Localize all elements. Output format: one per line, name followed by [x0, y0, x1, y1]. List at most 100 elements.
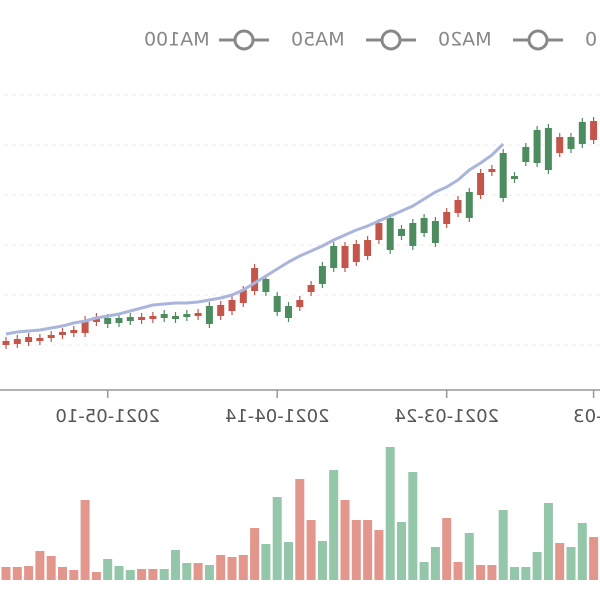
volume-bar [510, 567, 519, 580]
x-tick-label: 3-03 [573, 406, 600, 427]
candle-body [511, 176, 518, 179]
volume-bar [351, 520, 361, 580]
legend-label: MA100 [144, 29, 210, 51]
volume-bar [272, 497, 282, 580]
candle-body [533, 130, 541, 163]
volume-bar [284, 542, 293, 580]
candle-body [431, 221, 439, 243]
candle-body [138, 317, 146, 320]
candle-body [375, 223, 383, 240]
volume-bar [363, 520, 373, 580]
candle-body [386, 218, 394, 250]
candle-body [205, 306, 213, 324]
candle-body [341, 246, 349, 268]
candle-body [556, 137, 564, 153]
candle-body [454, 200, 462, 213]
volume-bar [80, 500, 90, 580]
candle-body [25, 337, 33, 342]
candle-body [115, 318, 123, 323]
volume-bar [566, 547, 576, 580]
candle-body [239, 290, 247, 303]
candle-body [364, 240, 372, 256]
candle-body [443, 212, 451, 224]
volume-bar [137, 569, 147, 580]
candle-body [398, 229, 405, 236]
volume-bar [329, 470, 339, 580]
ma-line [5, 142, 505, 336]
volume-bar [204, 565, 214, 580]
volume-bar [91, 572, 101, 580]
volume-bar [250, 528, 260, 580]
candle-body [2, 341, 10, 345]
candle-body [194, 313, 202, 316]
volume-bar [419, 562, 429, 580]
x-tick-label: 2021-04-14 [225, 406, 330, 427]
candle-body [409, 223, 417, 246]
legend-icon-circle [527, 29, 549, 51]
candle-body [217, 305, 225, 316]
volume-bar [12, 567, 22, 580]
x-tick-label: 2021-05-10 [55, 406, 160, 427]
candle-body [251, 268, 259, 291]
candle-body [149, 316, 157, 319]
candle-body [567, 137, 575, 149]
candle-body [262, 279, 270, 292]
candle-body [126, 317, 134, 321]
candle-body [544, 128, 552, 170]
legend-label: MA50 [291, 29, 345, 51]
candle-body [296, 300, 304, 307]
candle-body [47, 335, 55, 338]
chart-body: 0 MA20 MA50 MA100 3-03 2021-03-24 2021-04-14 20… [0, 29, 600, 580]
volume-bar [114, 566, 124, 580]
volume-bar [182, 563, 192, 580]
candle-body [477, 173, 485, 195]
volume-bar [69, 570, 79, 580]
volume-bar [385, 447, 395, 580]
volume-bar [58, 567, 67, 580]
candle-body [172, 316, 179, 319]
volume-bar [453, 562, 463, 580]
candle-body [70, 330, 78, 333]
candle-body [36, 338, 44, 341]
volume-bar [261, 544, 271, 580]
volume-bar [397, 522, 406, 580]
volume-bar [476, 565, 486, 580]
volume-bar [193, 563, 203, 580]
candle-body [465, 192, 473, 218]
candle-body [352, 244, 360, 262]
legend-icon-circle [380, 29, 402, 51]
candle-body [522, 147, 530, 162]
legend-icon-circle [233, 29, 255, 51]
volume-bar [295, 479, 305, 580]
volume-bar [464, 533, 474, 580]
volume-bar [555, 543, 565, 580]
volume-bar [408, 472, 418, 580]
volume-bar [306, 520, 316, 580]
candle-body [160, 314, 168, 318]
volume-bar [46, 556, 56, 580]
volume-bar [125, 570, 135, 580]
volume-bar [24, 566, 34, 580]
volume-bar [317, 541, 327, 580]
volume-bar [532, 552, 542, 580]
legend-label: MA20 [438, 29, 492, 51]
candle-body [273, 296, 281, 312]
volume-bar [374, 530, 384, 580]
volume-bar [159, 569, 169, 580]
candle-body [104, 318, 112, 324]
candle-body [59, 332, 66, 335]
volume-bar [148, 569, 158, 580]
volume-bar [577, 523, 587, 580]
volume-bar [171, 550, 180, 580]
candle-body [183, 314, 191, 317]
x-tick-label: 2021-03-24 [394, 406, 499, 427]
volume-bar [103, 559, 113, 580]
volume-bar [238, 555, 248, 580]
volume-bar [487, 565, 497, 580]
candle-body [81, 320, 89, 333]
candle-body [228, 300, 236, 311]
volume-bar [216, 555, 226, 580]
volume-bar [589, 537, 599, 580]
